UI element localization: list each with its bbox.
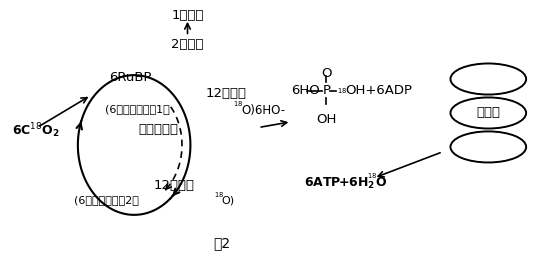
Text: $\mathbf{+6H_2}$: $\mathbf{+6H_2}$ (338, 176, 375, 191)
Text: $^{18}$: $^{18}$ (367, 173, 377, 183)
Text: 6RuBP: 6RuBP (109, 71, 151, 84)
Text: 卡尔文循环: 卡尔文循环 (138, 123, 178, 136)
Text: OH: OH (316, 113, 336, 126)
Text: 类囊体: 类囊体 (476, 106, 500, 119)
Text: 6HO: 6HO (292, 84, 320, 97)
Text: (6个三碳糖各含1个: (6个三碳糖各含1个 (105, 104, 170, 114)
Text: $^{18}$: $^{18}$ (337, 88, 347, 98)
Text: $\mathbf{6ATP}$: $\mathbf{6ATP}$ (304, 176, 342, 189)
Text: OH+6ADP: OH+6ADP (345, 84, 413, 97)
Text: $\mathbf{6C}^{18}\mathbf{O_2}$: $\mathbf{6C}^{18}\mathbf{O_2}$ (12, 122, 59, 140)
Text: 12三碳酸: 12三碳酸 (154, 179, 195, 192)
Text: 12三碳糖: 12三碳糖 (206, 87, 247, 100)
Text: $^{18}$: $^{18}$ (213, 193, 224, 202)
Text: O: O (321, 67, 331, 80)
Text: 图2: 图2 (213, 236, 230, 250)
Text: $^{18}$: $^{18}$ (233, 101, 244, 111)
Text: (6个三碳酸各含2个: (6个三碳酸各含2个 (74, 196, 139, 205)
Text: O): O) (222, 196, 234, 205)
Text: 2三碳糖: 2三碳糖 (171, 38, 204, 51)
Text: 1葡萄糖: 1葡萄糖 (171, 9, 204, 22)
Text: P: P (322, 84, 330, 97)
Text: $\mathbf{O}$: $\mathbf{O}$ (375, 176, 387, 189)
Text: O)6HO-: O)6HO- (242, 104, 286, 117)
